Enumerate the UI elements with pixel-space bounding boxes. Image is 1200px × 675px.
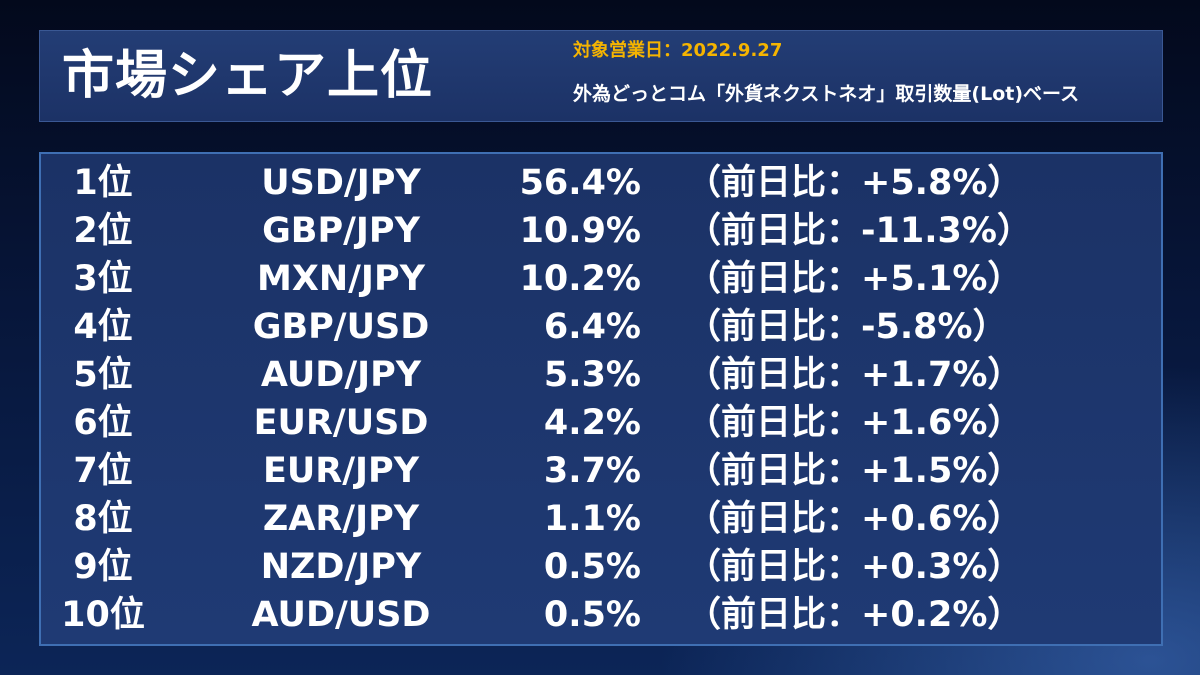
ranking-row: 5位 AUD/JPY 5.3% （前日比：+1.7%） (41, 351, 1161, 399)
rank-label: 1位 (73, 163, 133, 203)
currency-pair: GBP/USD (252, 307, 430, 347)
page-title: 市場シェア上位 (62, 46, 434, 106)
rank-label: 10位 (61, 595, 145, 635)
currency-pair: EUR/USD (253, 403, 429, 443)
market-share: 0.5% (543, 595, 641, 635)
day-over-day-change: （前日比：+5.1%） (686, 259, 1023, 299)
day-over-day-change: （前日比：+0.6%） (686, 499, 1023, 539)
ranking-row: 2位 GBP/JPY 10.9% （前日比：-11.3%） (41, 207, 1161, 255)
day-over-day-change: （前日比：-5.8%） (686, 307, 1008, 347)
day-over-day-change: （前日比：+5.8%） (686, 163, 1023, 203)
rank-label: 7位 (73, 451, 133, 491)
rank-label: 8位 (73, 499, 133, 539)
market-share: 10.2% (519, 259, 641, 299)
business-date: 対象営業日：2022.9.27 (573, 40, 783, 61)
data-basis-note: 外為どっとコム「外貨ネクストネオ」取引数量(Lot)ベース (573, 83, 1080, 105)
rank-label: 9位 (73, 547, 133, 587)
header-panel: 市場シェア上位 対象営業日：2022.9.27 外為どっとコム「外貨ネクストネオ… (39, 30, 1163, 122)
ranking-table: 1位 USD/JPY 56.4% （前日比：+5.8%） 2位 GBP/JPY … (39, 152, 1163, 646)
rank-label: 4位 (73, 307, 133, 347)
ranking-row: 7位 EUR/JPY 3.7% （前日比：+1.5%） (41, 447, 1161, 495)
rank-label: 6位 (73, 403, 133, 443)
currency-pair: EUR/JPY (262, 451, 420, 491)
currency-pair: NZD/JPY (260, 547, 422, 587)
day-over-day-change: （前日比：+1.5%） (686, 451, 1023, 491)
day-over-day-change: （前日比：+1.7%） (686, 355, 1023, 395)
market-share: 3.7% (543, 451, 641, 491)
ranking-row: 8位 ZAR/JPY 1.1% （前日比：+0.6%） (41, 495, 1161, 543)
ranking-row: 1位 USD/JPY 56.4% （前日比：+5.8%） (41, 159, 1161, 207)
ranking-row: 6位 EUR/USD 4.2% （前日比：+1.6%） (41, 399, 1161, 447)
currency-pair: USD/JPY (261, 163, 421, 203)
currency-pair: ZAR/JPY (262, 499, 420, 539)
rank-label: 5位 (73, 355, 133, 395)
currency-pair: GBP/JPY (262, 211, 420, 251)
day-over-day-change: （前日比：+0.3%） (686, 547, 1023, 587)
currency-pair: MXN/JPY (257, 259, 425, 299)
rank-label: 2位 (73, 211, 133, 251)
market-share: 0.5% (543, 547, 641, 587)
day-over-day-change: （前日比：+0.2%） (686, 595, 1023, 635)
market-share: 5.3% (543, 355, 641, 395)
currency-pair: AUD/JPY (260, 355, 422, 395)
market-share: 10.9% (519, 211, 641, 251)
day-over-day-change: （前日比：-11.3%） (686, 211, 1032, 251)
day-over-day-change: （前日比：+1.6%） (686, 403, 1023, 443)
ranking-row: 10位 AUD/USD 0.5% （前日比：+0.2%） (41, 591, 1161, 639)
ranking-row: 4位 GBP/USD 6.4% （前日比：-5.8%） (41, 303, 1161, 351)
ranking-row: 9位 NZD/JPY 0.5% （前日比：+0.3%） (41, 543, 1161, 591)
market-share: 56.4% (519, 163, 641, 203)
market-share: 1.1% (543, 499, 641, 539)
ranking-row: 3位 MXN/JPY 10.2% （前日比：+5.1%） (41, 255, 1161, 303)
market-share: 4.2% (543, 403, 641, 443)
currency-pair: AUD/USD (251, 595, 431, 635)
market-share: 6.4% (543, 307, 641, 347)
rank-label: 3位 (73, 259, 133, 299)
